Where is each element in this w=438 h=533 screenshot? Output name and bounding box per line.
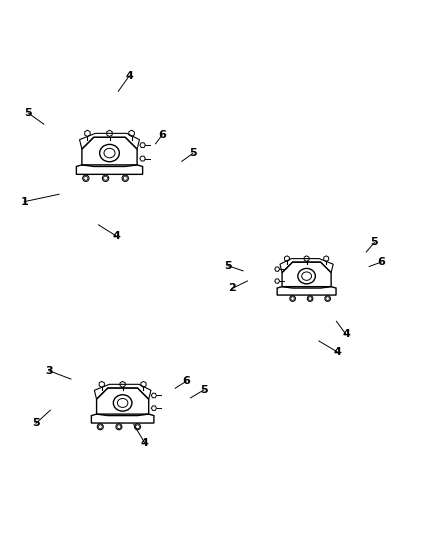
Text: 5: 5 [189,149,197,158]
Text: 6: 6 [182,376,190,386]
Text: 1: 1 [20,197,28,207]
Text: 5: 5 [371,237,378,247]
Text: 6: 6 [377,257,385,267]
Text: 6: 6 [158,130,166,140]
Text: 4: 4 [141,438,148,448]
Text: 4: 4 [342,329,350,340]
Text: 4: 4 [125,71,133,81]
Text: 2: 2 [228,284,236,293]
Text: 5: 5 [224,261,232,271]
Text: 5: 5 [32,418,40,429]
Text: 3: 3 [45,366,53,376]
Text: 5: 5 [200,385,208,395]
Text: 5: 5 [25,108,32,118]
Text: 4: 4 [333,347,341,357]
Text: 4: 4 [112,231,120,241]
